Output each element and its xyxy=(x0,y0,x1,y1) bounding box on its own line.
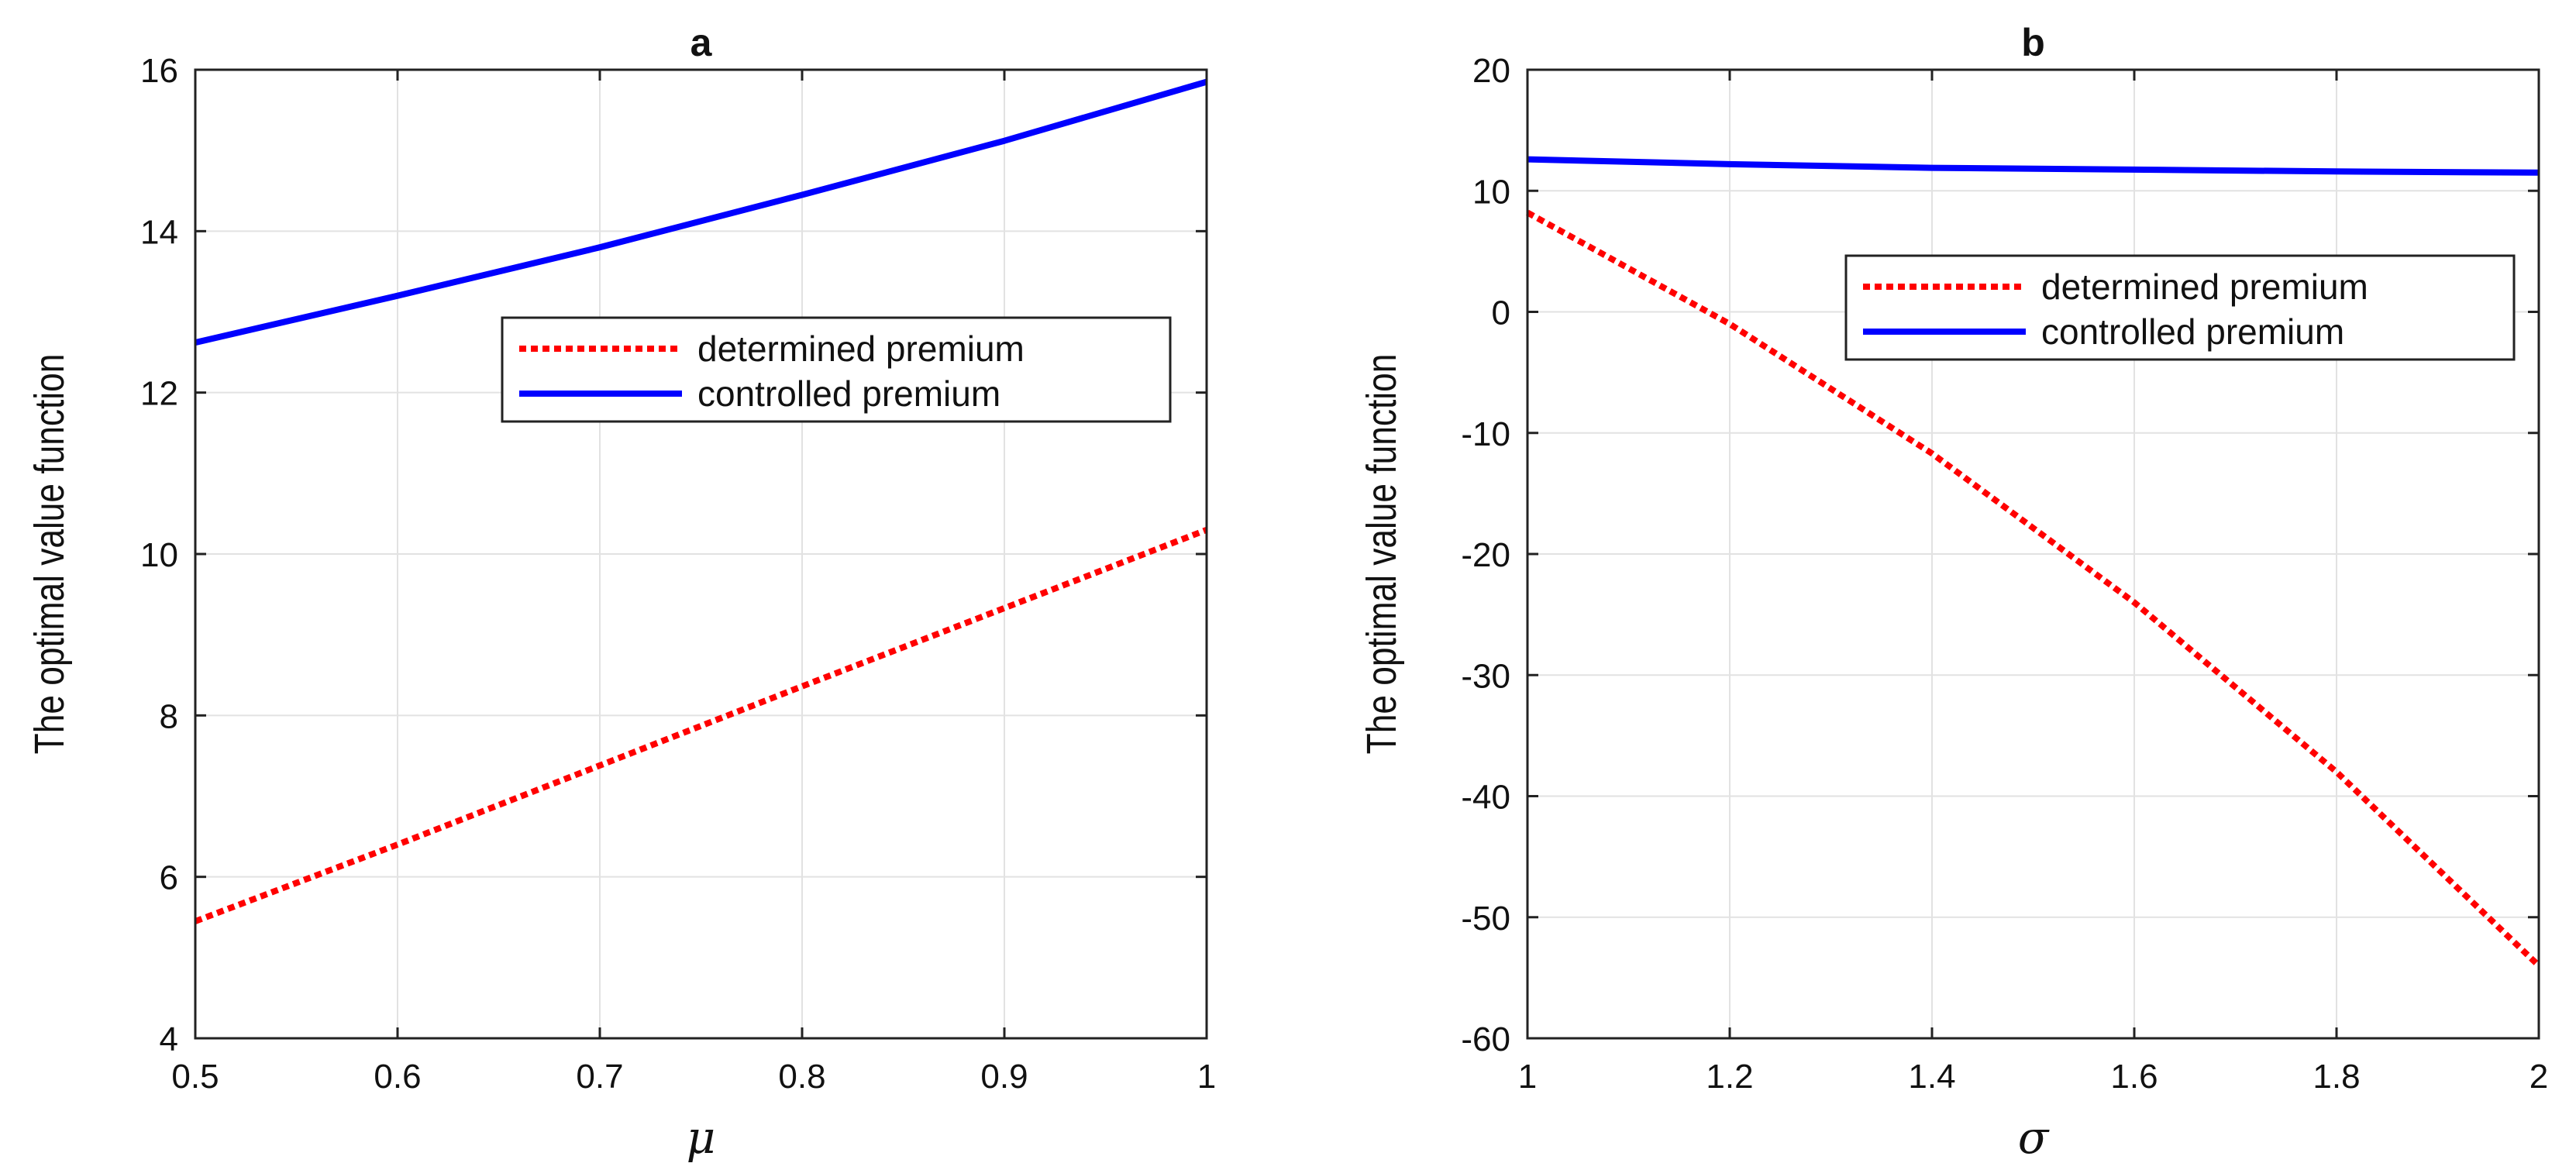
y-tick-label: 20 xyxy=(1472,52,1510,90)
y-tick-label: 6 xyxy=(160,859,178,897)
y-tick-label: 14 xyxy=(140,213,178,251)
y-tick-label: 16 xyxy=(140,52,178,90)
y-tick-label: 8 xyxy=(160,697,178,735)
x-tick-label: 1.2 xyxy=(1706,1058,1753,1096)
y-tick-label: 0 xyxy=(1492,294,1510,332)
y-tick-label: -40 xyxy=(1461,779,1510,817)
series-line-controlled-premium xyxy=(1527,156,2540,176)
x-axis-label: σ xyxy=(2018,1111,2050,1164)
y-axis-label: The optimal value function xyxy=(26,354,73,755)
x-tick-label: 1 xyxy=(1518,1058,1537,1096)
y-tick-label: 4 xyxy=(160,1020,178,1058)
legend-box xyxy=(501,316,1172,423)
x-tick-label: 1 xyxy=(1197,1058,1216,1096)
chart-title: b xyxy=(2021,21,2045,64)
chart-b: 1 1.2 1.4 1.6 1.8 2 -60 -50 -40 -30 -20 -10 0 10 20 b σ T… xyxy=(1359,21,2548,1164)
x-tick-label: 0.5 xyxy=(171,1058,219,1096)
x-tick-label: 1.6 xyxy=(2110,1058,2158,1096)
y-tick-label: -20 xyxy=(1461,536,1510,574)
x-tick-label: 0.9 xyxy=(980,1058,1028,1096)
legend-label: determined premium xyxy=(2041,267,2368,307)
x-tick-label: 0.6 xyxy=(374,1058,421,1096)
y-tick-label: -60 xyxy=(1461,1020,1510,1058)
x-axis-label: μ xyxy=(687,1111,716,1164)
series-line-determined-premium xyxy=(194,527,1208,924)
y-tick-label: -30 xyxy=(1461,657,1510,695)
chart-title: a xyxy=(690,21,713,64)
y-tick-label: -10 xyxy=(1461,415,1510,453)
x-tick-label: 0.8 xyxy=(778,1058,825,1096)
x-tick-label: 0.7 xyxy=(576,1058,623,1096)
legend-box xyxy=(1844,254,2516,361)
y-tick-label: -50 xyxy=(1461,900,1510,938)
legend-label: controlled premium xyxy=(2041,311,2344,352)
legend-label: determined premium xyxy=(697,329,1025,369)
x-tick-label: 2 xyxy=(2530,1058,2548,1096)
series-line-controlled-premium xyxy=(195,78,1208,346)
x-tick-label: 1.4 xyxy=(1908,1058,1955,1096)
y-tick-label: 12 xyxy=(140,375,178,413)
series-line-determined-premium xyxy=(1526,209,2541,969)
y-tick-label: 10 xyxy=(140,536,178,574)
legend-label: controlled premium xyxy=(697,373,1000,414)
x-tick-label: 1.8 xyxy=(2313,1058,2360,1096)
y-axis-label: The optimal value function xyxy=(1359,354,1405,755)
y-tick-label: 10 xyxy=(1472,173,1510,211)
